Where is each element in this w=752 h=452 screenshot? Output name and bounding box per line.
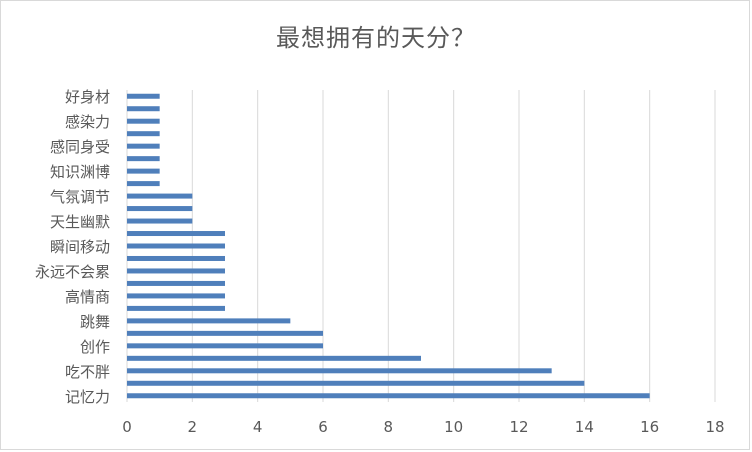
bar — [127, 318, 291, 324]
bar — [127, 118, 160, 124]
bar — [127, 143, 160, 149]
bar — [127, 181, 160, 187]
bar — [127, 106, 160, 112]
bar — [127, 168, 160, 174]
x-tick-label: 8 — [384, 418, 394, 436]
category-label: 知识渊博 — [50, 163, 110, 181]
bar — [127, 255, 225, 261]
x-tick-label: 16 — [640, 418, 659, 436]
x-tick-label: 18 — [705, 418, 724, 436]
bar — [127, 393, 650, 399]
x-tick-label: 6 — [318, 418, 328, 436]
category-label: 好身材 — [65, 88, 110, 106]
category-label: 感染力 — [65, 113, 110, 131]
bar — [127, 305, 225, 311]
category-label: 永远不会累 — [35, 263, 110, 281]
category-label: 创作 — [80, 338, 110, 356]
category-labels: 记忆力 吃不胖 创作 跳舞 高情商 永远不会累 瞬间移动 天生幽默 气氛调节 知识渊博 感同身受 感染… — [35, 88, 110, 406]
category-label: 感同身受 — [50, 138, 110, 156]
bars — [127, 93, 650, 399]
bar — [127, 218, 193, 224]
category-label: 高情商 — [65, 288, 110, 306]
category-label: 记忆力 — [65, 388, 110, 406]
x-tick-label: 14 — [575, 418, 594, 436]
bar — [127, 343, 323, 349]
x-tick-label: 12 — [509, 418, 528, 436]
bar — [127, 243, 225, 249]
bar — [127, 231, 225, 237]
bar — [127, 368, 552, 374]
bar — [127, 293, 225, 299]
category-label: 气氛调节 — [50, 188, 110, 206]
x-tick-label: 10 — [444, 418, 463, 436]
bar — [127, 355, 421, 361]
x-tick-labels: 0 2 4 6 8 10 12 14 16 18 — [122, 418, 724, 436]
category-label: 吃不胖 — [65, 363, 110, 381]
category-label: 瞬间移动 — [50, 238, 110, 256]
bar — [127, 193, 193, 199]
x-tick-label: 2 — [188, 418, 198, 436]
bar — [127, 156, 160, 162]
category-label: 天生幽默 — [50, 213, 110, 231]
chart-title: 最想拥有的天分？ — [276, 24, 476, 52]
bar — [127, 206, 193, 212]
bar — [127, 131, 160, 137]
bar — [127, 330, 323, 336]
bar — [127, 93, 160, 99]
bar — [127, 268, 225, 274]
bar — [127, 380, 585, 386]
bar — [127, 280, 225, 286]
category-label: 跳舞 — [80, 313, 110, 331]
x-tick-label: 4 — [253, 418, 263, 436]
x-tick-label: 0 — [122, 418, 132, 436]
